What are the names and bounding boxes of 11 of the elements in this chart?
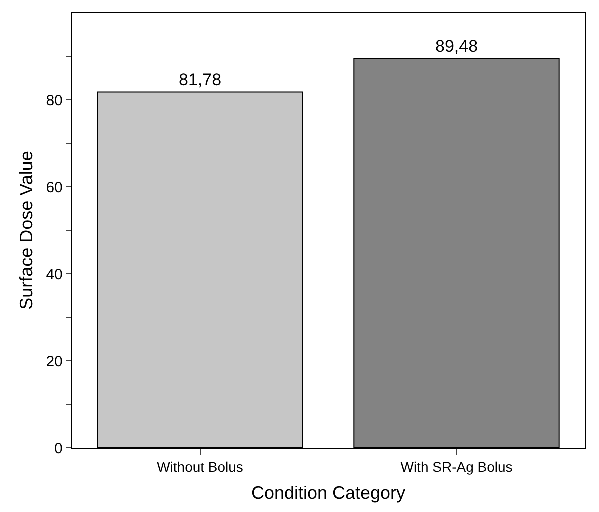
data-label: 81,78 [178,70,222,90]
y-axis-title: Surface Dose Value [16,151,36,310]
data-label: 89,48 [435,36,478,56]
y-tick-label: 40 [46,266,63,284]
x-axis-title: Condition Category [251,483,406,503]
y-tick-label: 20 [46,353,63,370]
x-tick-label: With SR-Ag Bolus [400,458,513,475]
y-tick-label: 60 [46,179,63,196]
y-tick-label: 80 [46,92,63,110]
x-tick-label: Without Bolus [157,458,244,475]
y-tick-label: 0 [54,440,63,458]
